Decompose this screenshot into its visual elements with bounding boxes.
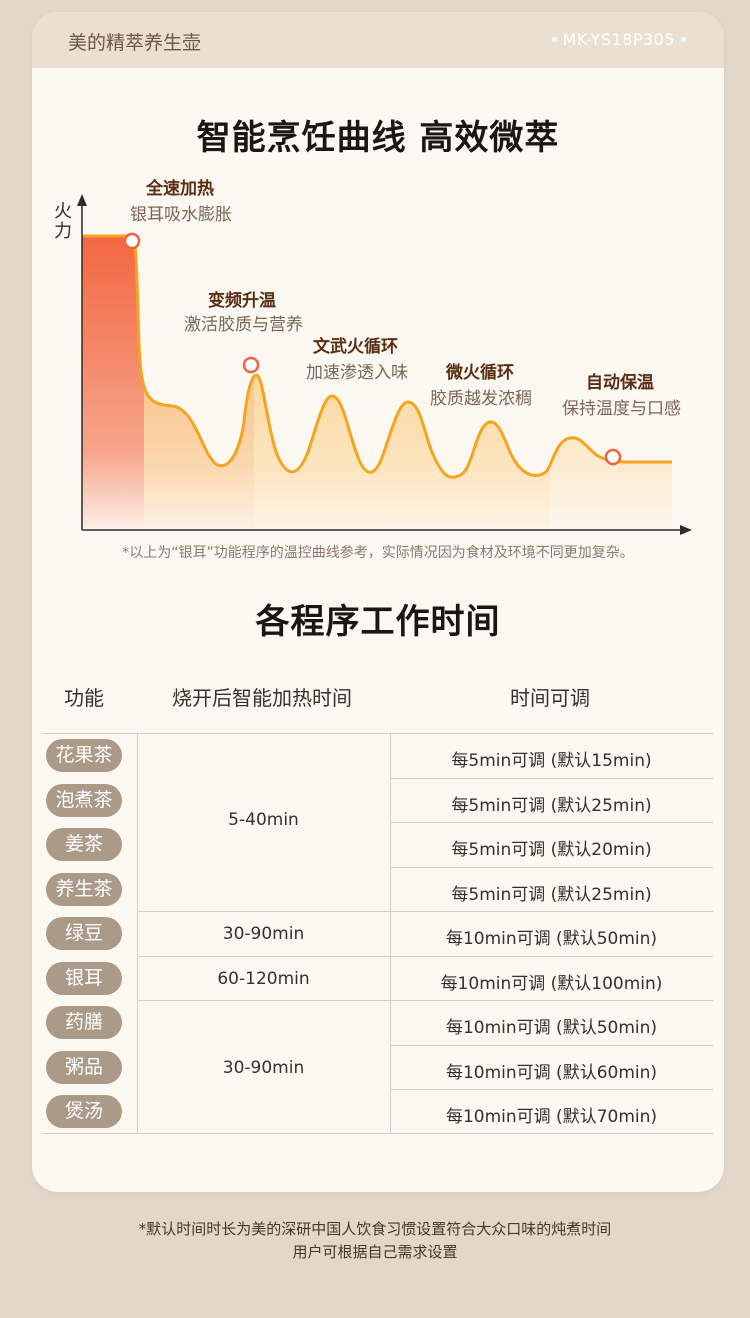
col-header-function: 功能 <box>64 686 104 710</box>
dot-icon <box>551 36 557 42</box>
function-tag: 泡煮茶 <box>46 784 122 817</box>
heat-time-cell: 5-40min <box>228 810 299 830</box>
adjust-cell: 每5min可调 (默认20min) <box>451 840 652 860</box>
divider <box>390 1089 713 1090</box>
col-header-heat-time: 烧开后智能加热时间 <box>172 686 352 710</box>
col-header-adjustable: 时间可调 <box>510 686 590 710</box>
adjust-cell: 每10min可调 (默认100min) <box>440 974 663 994</box>
adjust-cell: 每10min可调 (默认50min) <box>445 929 658 949</box>
heat-time-cell: 30-90min <box>222 1058 305 1078</box>
function-tag: 养生茶 <box>46 873 122 906</box>
adjust-cell: 每10min可调 (默认60min) <box>445 1063 658 1083</box>
divider <box>390 733 391 1133</box>
function-tag: 药膳 <box>46 1006 122 1039</box>
chart-note: *以上为“银耳”功能程序的温控曲线参考，实际情况因为食材及环境不同更加复杂。 <box>122 545 634 561</box>
stage-3-desc: 加速渗透入味 <box>306 363 408 383</box>
divider <box>43 1133 713 1134</box>
adjust-cell: 每5min可调 (默认25min) <box>451 796 652 816</box>
brand-name: 美的精萃养生壶 <box>68 32 202 54</box>
heating-curve-chart <box>77 194 692 535</box>
footer-note-line2: 用户可根据自己需求设置 <box>292 1243 458 1261</box>
stage-4-desc: 胶质越发浓稠 <box>430 389 532 409</box>
table-title: 各程序工作时间 <box>255 602 501 642</box>
stage-5-title: 自动保温 <box>586 373 654 393</box>
divider <box>390 778 713 779</box>
dot-icon <box>681 36 686 42</box>
content-card: 美的精萃养生壶 MK-YS18P305 智能烹饪曲线 高效微萃 <box>32 12 724 1192</box>
function-tag: 姜茶 <box>46 828 122 861</box>
adjust-cell: 每10min可调 (默认50min) <box>445 1018 658 1038</box>
divider <box>137 733 138 1133</box>
stage-marker <box>604 448 622 466</box>
divider <box>137 956 713 957</box>
stage-marker <box>242 356 260 374</box>
divider <box>390 867 713 868</box>
model-number: MK-YS18P305 <box>546 30 692 49</box>
adjust-cell: 每5min可调 (默认15min) <box>451 751 652 771</box>
stage-3-title: 文武火循环 <box>313 337 398 357</box>
y-axis-label: 火力 <box>54 201 72 242</box>
divider <box>43 733 713 734</box>
model-text: MK-YS18P305 <box>562 30 675 49</box>
divider <box>390 822 713 823</box>
function-tag: 煲汤 <box>46 1095 122 1128</box>
stage-marker <box>123 232 141 250</box>
function-tag: 银耳 <box>46 962 122 995</box>
heat-time-cell: 60-120min <box>217 969 310 989</box>
stage-1-desc: 银耳吸水膨胀 <box>130 205 232 225</box>
chart-title: 智能烹饪曲线 高效微萃 <box>196 118 560 158</box>
heat-time-cell: 30-90min <box>222 924 305 944</box>
adjust-cell: 每5min可调 (默认25min) <box>451 885 652 905</box>
footer-note-line1: *默认时间时长为美的深研中国人饮食习惯设置符合大众口味的炖煮时间 <box>138 1220 612 1238</box>
function-tag: 花果茶 <box>46 739 122 772</box>
stage-5-desc: 保持温度与口感 <box>562 399 681 419</box>
stage-1-title: 全速加热 <box>146 179 214 199</box>
card-header: 美的精萃养生壶 MK-YS18P305 <box>32 12 724 68</box>
divider <box>137 911 713 912</box>
adjust-cell: 每10min可调 (默认70min) <box>445 1107 658 1127</box>
function-tag: 粥品 <box>46 1051 122 1084</box>
divider <box>390 1045 713 1046</box>
stage-2-desc: 激活胶质与营养 <box>184 315 303 335</box>
stage-4-title: 微火循环 <box>446 363 514 383</box>
stage-2-title: 变频升温 <box>208 291 276 311</box>
function-tag: 绿豆 <box>46 917 122 950</box>
divider <box>137 1000 713 1001</box>
